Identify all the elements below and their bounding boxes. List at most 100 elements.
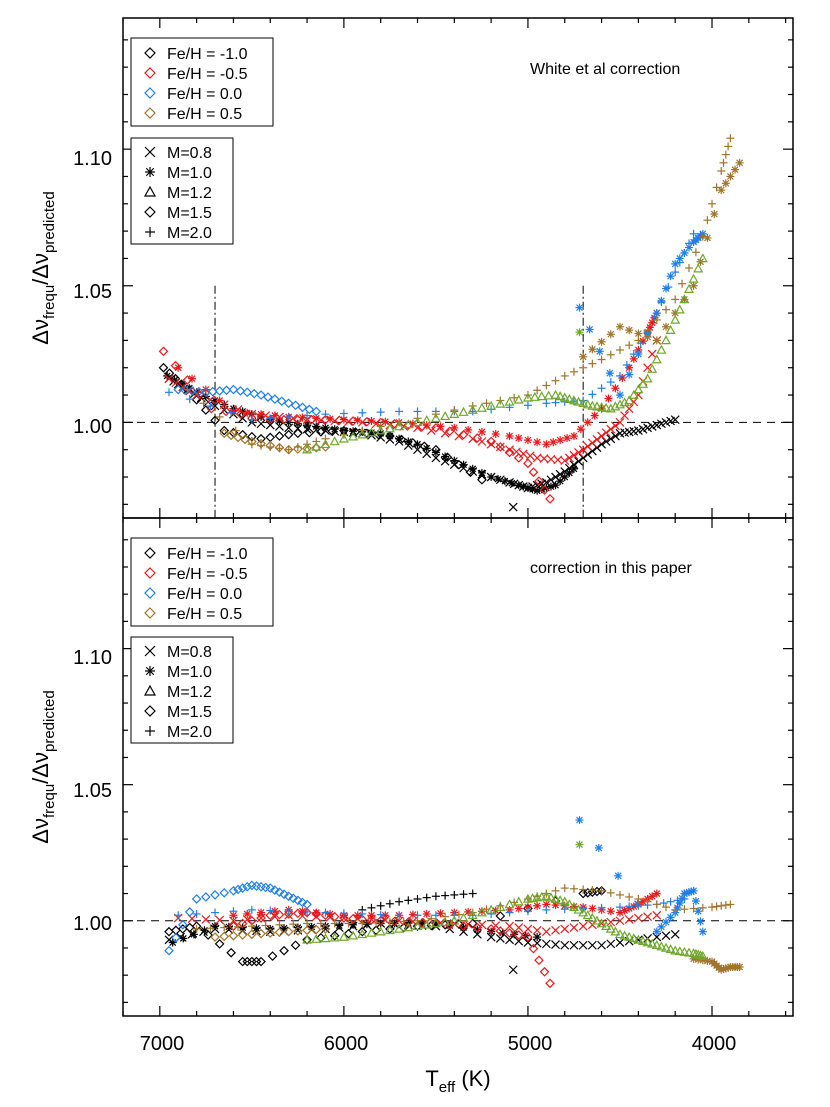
data-point	[214, 386, 225, 396]
data-point	[320, 924, 331, 934]
legend-mass-marker	[145, 726, 155, 736]
data-point	[523, 458, 533, 469]
data-point	[458, 429, 469, 440]
data-point	[207, 386, 218, 397]
data-point	[683, 283, 695, 293]
data-point	[357, 429, 368, 439]
y-axis-title-bottom: Δνfrequ/Δνpredicted	[28, 690, 58, 843]
bottom-legend-mass-08: M=0.8	[167, 644, 212, 661]
data-point	[237, 930, 248, 940]
data-point	[293, 444, 303, 454]
data-point	[210, 932, 220, 942]
data-point	[533, 933, 542, 942]
data-point	[532, 925, 542, 935]
data-point	[228, 885, 239, 896]
data-point	[206, 924, 215, 933]
data-point	[247, 922, 256, 931]
data-point	[214, 939, 225, 949]
data-point	[666, 897, 675, 906]
data-point	[183, 385, 192, 394]
data-point	[201, 385, 210, 394]
data-point	[431, 422, 441, 433]
data-point	[510, 393, 519, 402]
data-point	[454, 910, 463, 919]
data-point	[235, 386, 246, 396]
data-point	[559, 392, 570, 402]
data-point	[582, 888, 593, 898]
data-point	[666, 272, 675, 281]
data-point	[348, 416, 358, 426]
data-point	[440, 428, 450, 438]
data-point	[477, 427, 486, 436]
data-point	[459, 927, 468, 937]
top-legend-mass-08: M=0.8	[167, 145, 212, 162]
data-point	[601, 437, 611, 446]
data-point	[464, 425, 473, 434]
data-point	[578, 445, 588, 455]
data-point	[158, 346, 169, 357]
data-point	[615, 903, 624, 912]
data-point	[642, 937, 653, 947]
data-point	[304, 427, 315, 438]
data-point	[569, 450, 579, 460]
data-point	[256, 419, 266, 429]
data-point	[578, 907, 589, 917]
data-point	[491, 429, 500, 438]
data-point	[508, 965, 518, 975]
data-point	[500, 477, 509, 486]
data-point	[731, 165, 740, 174]
data-point	[320, 910, 331, 921]
data-point	[591, 401, 602, 411]
data-point	[320, 933, 331, 943]
top-legend-feh-05: Fe/H = 0.5	[167, 106, 242, 123]
data-point	[643, 326, 652, 335]
data-point	[528, 943, 539, 954]
data-point	[614, 871, 623, 880]
data-point	[587, 912, 598, 922]
data-point	[348, 431, 359, 441]
data-point	[431, 444, 441, 455]
data-point	[507, 479, 516, 488]
data-point	[588, 359, 597, 368]
data-point	[689, 886, 698, 895]
data-point	[596, 402, 607, 412]
data-point	[549, 438, 558, 447]
data-point	[335, 921, 344, 930]
data-point	[206, 403, 217, 414]
data-point	[229, 907, 238, 916]
data-point	[560, 924, 570, 934]
data-point	[606, 424, 616, 434]
data-point	[430, 413, 441, 423]
data-point	[477, 920, 487, 930]
y-axis-title-bottom-slash: /	[28, 777, 53, 784]
data-point	[610, 926, 621, 936]
data-point	[523, 938, 533, 947]
data-point	[611, 384, 620, 393]
data-point	[606, 939, 616, 949]
y-tick-label-bottom-100: 1.00	[73, 913, 112, 935]
data-point	[724, 142, 733, 151]
data-point	[219, 428, 230, 439]
data-point	[177, 919, 188, 930]
top-legend-mass-20: M=2.0	[167, 225, 212, 242]
data-point	[708, 199, 717, 208]
data-point	[505, 921, 514, 931]
data-point	[243, 408, 252, 417]
data-point	[551, 376, 560, 385]
data-point	[185, 395, 194, 404]
data-point	[182, 375, 193, 385]
data-point	[691, 897, 700, 906]
y-axis-title-top: Δνfrequ/Δνpredicted	[28, 191, 58, 344]
data-point	[311, 442, 322, 453]
data-point	[560, 456, 570, 466]
data-point	[385, 431, 395, 441]
data-point	[219, 888, 230, 898]
data-point	[329, 930, 340, 941]
data-point	[563, 434, 572, 443]
data-point	[735, 963, 744, 972]
data-point	[643, 363, 653, 373]
data-point	[302, 424, 312, 434]
data-point	[619, 930, 630, 940]
data-point	[689, 904, 698, 913]
legend-metallicity-marker	[144, 587, 156, 599]
